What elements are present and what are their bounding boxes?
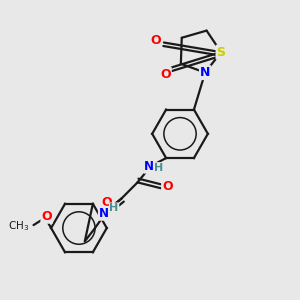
Text: N: N [144, 160, 154, 173]
Text: O: O [160, 68, 171, 80]
Text: O: O [41, 210, 52, 223]
Text: N: N [200, 66, 210, 79]
Text: H: H [154, 163, 164, 173]
Text: S: S [217, 46, 226, 59]
Text: N: N [99, 207, 109, 220]
Text: O: O [150, 34, 161, 47]
Text: O: O [162, 180, 173, 193]
Text: CH$_3$: CH$_3$ [8, 220, 29, 233]
Text: H: H [110, 203, 119, 213]
Text: O: O [101, 196, 112, 209]
